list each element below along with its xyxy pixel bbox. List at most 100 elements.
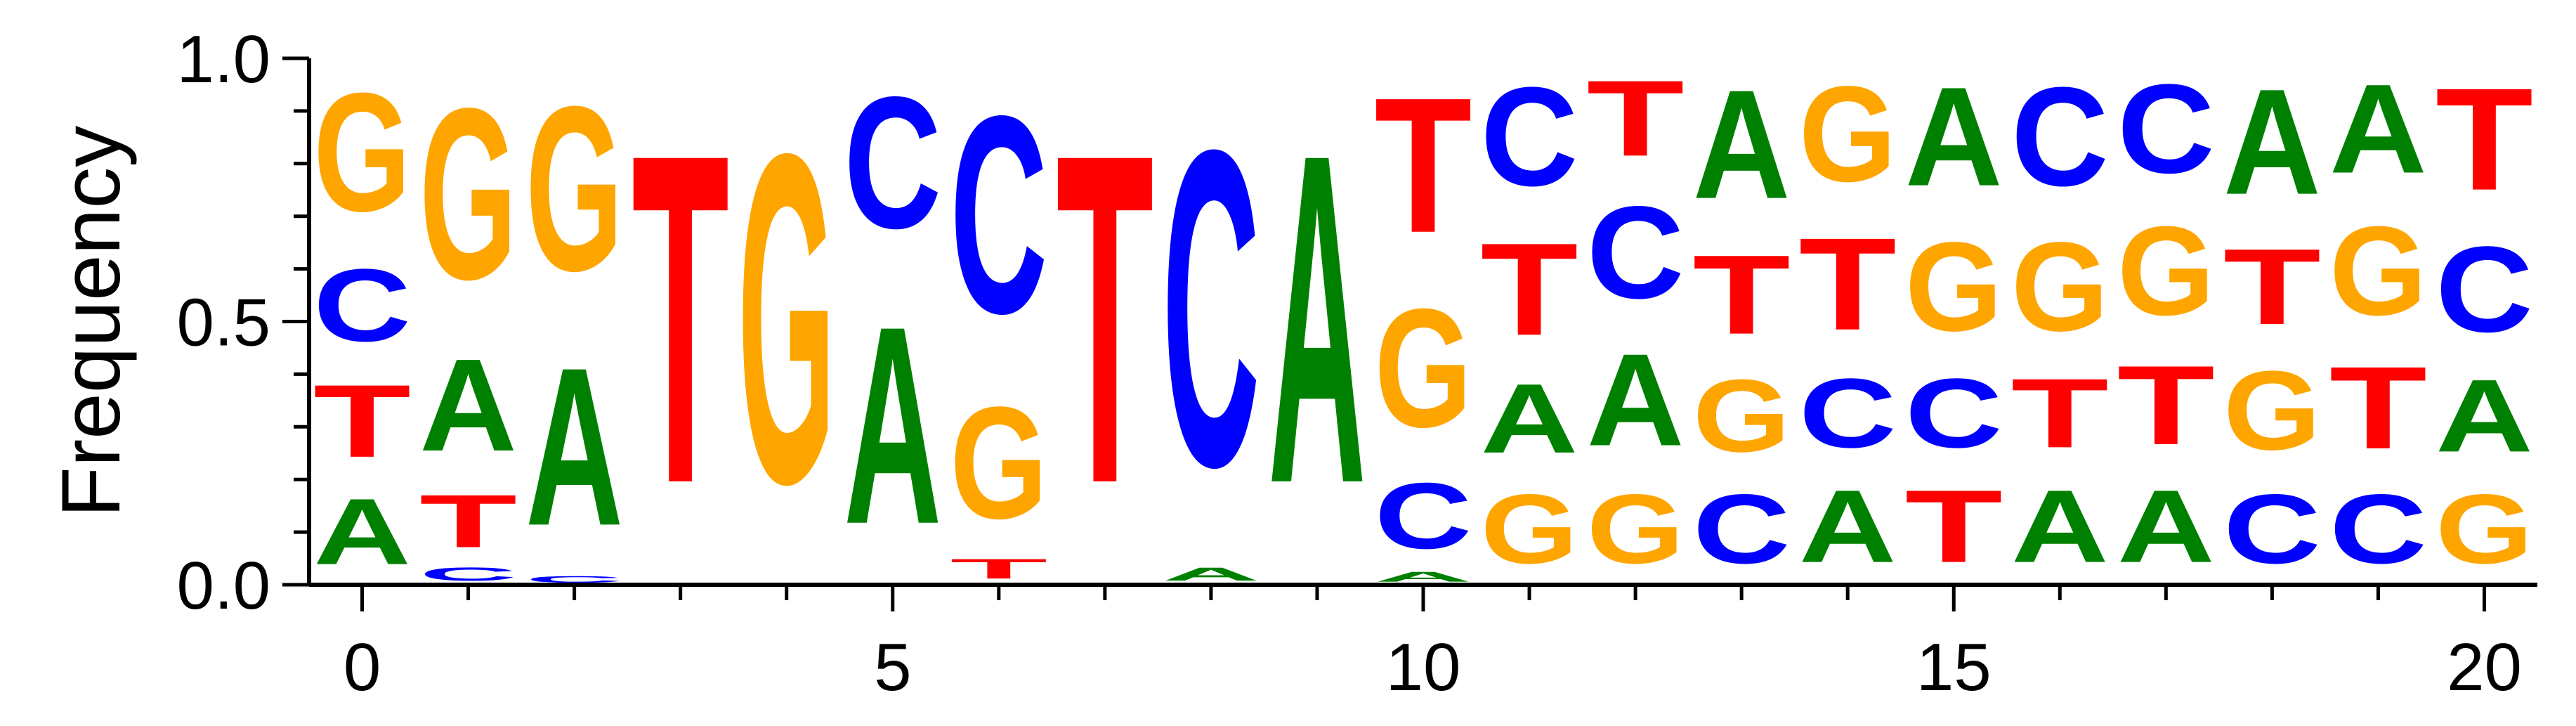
logo-letter-C: C	[1799, 358, 1897, 469]
logo-letter-C: C	[1587, 179, 1685, 326]
logo-letter-T: T	[1905, 469, 2003, 584]
logo-column-8: AC	[1162, 57, 1260, 585]
logo-letter-A: A	[525, 320, 623, 573]
logo-letter-T: T	[2436, 58, 2533, 221]
logo-letter-G: G	[950, 374, 1047, 552]
logo-letter-A: A	[2436, 358, 2533, 474]
logo-letter-A: A	[313, 479, 411, 584]
logo-letter-G: G	[2436, 474, 2533, 584]
logo-letter-T: T	[632, 56, 729, 581]
logo-letter-C: C	[950, 57, 1047, 372]
logo-column-6: TGC	[950, 57, 1047, 585]
logo-letter-G: G	[2223, 347, 2321, 474]
y-tick-label: 1.0	[177, 22, 270, 97]
x-tick-label: 10	[1386, 630, 1461, 705]
logo-letter-A: A	[2329, 58, 2427, 200]
logo-letter-T: T	[1056, 56, 1153, 581]
logo-letter-A: A	[1905, 58, 2003, 216]
logo-letter-C: C	[2117, 58, 2215, 200]
logo-letter-G: G	[1587, 474, 1685, 584]
logo-letter-C: C	[2011, 58, 2109, 216]
logo-letter-C: C	[525, 574, 623, 585]
logo-letter-C: C	[1481, 58, 1578, 216]
logo-letter-T: T	[1481, 216, 1578, 363]
logo-letter-T: T	[2117, 342, 2215, 468]
logo-letter-A: A	[1162, 564, 1260, 585]
logo-letter-C: C	[419, 564, 517, 585]
logo-letter-T: T	[1587, 58, 1685, 179]
logo-letter-T: T	[2329, 342, 2427, 474]
logo-letter-G: G	[1905, 216, 2003, 358]
logo-letter-T: T	[2223, 226, 2321, 347]
logo-letter-C: C	[2223, 474, 2321, 584]
logo-letter-C: C	[2329, 474, 2427, 584]
logo-letter-C: C	[844, 58, 941, 268]
logo-letter-C: C	[1375, 464, 1472, 569]
logo-letter-G: G	[1375, 273, 1472, 462]
logo-letter-G: G	[2329, 200, 2427, 342]
logo-letter-G: G	[2011, 216, 2109, 358]
logo-letter-A: A	[1799, 469, 1897, 584]
logo-letter-G: G	[1481, 474, 1578, 584]
logo-letter-C: C	[1693, 474, 1791, 584]
logo-letter-T: T	[1693, 231, 1791, 357]
logo-letter-G: G	[2117, 200, 2215, 342]
logo-letter-A: A	[2117, 469, 2215, 584]
logo-letter-G: G	[419, 57, 517, 330]
y-tick-label: 0.5	[177, 285, 270, 361]
logo-column-4: G	[738, 56, 835, 581]
logo-letter-A: A	[2011, 469, 2109, 584]
logo-letter-T: T	[950, 553, 1047, 585]
logo-letter-G: G	[1799, 58, 1897, 210]
x-tick-label: 15	[1916, 630, 1992, 705]
x-tick-label: 5	[874, 630, 911, 705]
logo-letter-T: T	[1375, 58, 1472, 273]
logo-letter-T: T	[419, 479, 517, 564]
x-tick-label: 20	[2447, 630, 2522, 705]
logo-letter-A: A	[1693, 58, 1791, 231]
logo-letter-A: A	[419, 332, 517, 479]
logo-letter-A: A	[844, 267, 941, 583]
y-tick-label: 0.0	[177, 548, 270, 623]
logo-letter-C: C	[313, 248, 411, 363]
y-axis-label: Frequency	[45, 126, 138, 518]
logo-letter-A: A	[1587, 327, 1685, 474]
logo-letter-G: G	[1693, 358, 1791, 474]
logo-column-7: T	[1056, 56, 1153, 581]
logo-letter-C: C	[1905, 358, 2003, 469]
x-tick-label: 0	[344, 630, 381, 705]
logo-letter-A: A	[1481, 363, 1578, 474]
logo-letter-A: A	[1268, 57, 1366, 581]
logo-letter-T: T	[313, 363, 411, 479]
logo-column-5: AC	[844, 58, 941, 583]
logo-letter-G: G	[738, 56, 835, 581]
logo-letter-C: C	[1162, 57, 1260, 561]
logo-letter-A: A	[1375, 569, 1472, 584]
logo-letter-T: T	[2011, 358, 2109, 469]
logo-column-9: A	[1268, 57, 1366, 581]
logo-letter-G: G	[525, 57, 623, 320]
logo-letter-A: A	[2223, 58, 2321, 226]
logo-letter-T: T	[1799, 211, 1897, 358]
logo-column-3: T	[632, 56, 729, 581]
logo-letter-G: G	[313, 58, 411, 247]
logo-column-2: CAG	[525, 57, 623, 585]
logo-letter-C: C	[2436, 221, 2533, 357]
axes: 0.0 0.5 1.0 0 5 10 15 20 Frequency	[45, 22, 2537, 705]
